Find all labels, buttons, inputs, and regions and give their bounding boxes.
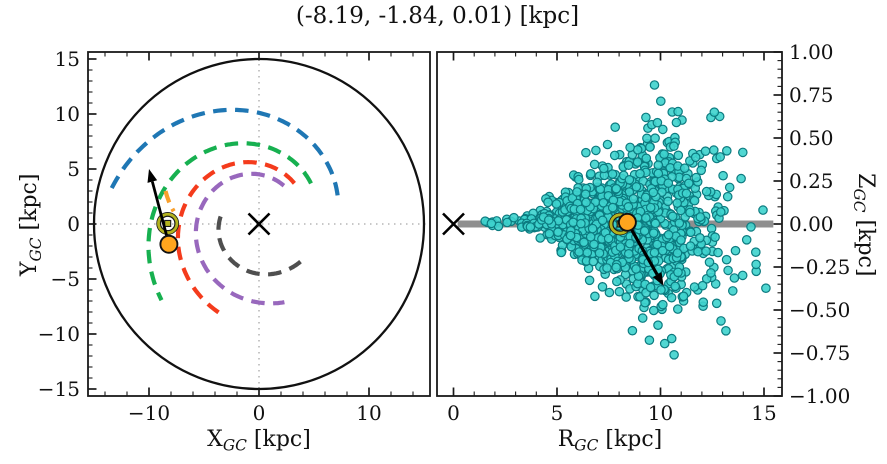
tick-label: −0.50	[789, 298, 850, 322]
tick-label: 0	[447, 401, 460, 425]
rz-panel	[442, 80, 774, 360]
tick-label: −0.75	[789, 341, 850, 365]
local-arm-segment	[163, 190, 176, 213]
tick-label: 0.75	[789, 83, 834, 107]
tick-label: 0.25	[789, 169, 834, 193]
xy-yaxis-label: YGC [kpc]	[17, 173, 45, 277]
rz-yaxis-label: ZGC [kpc]	[850, 173, 878, 277]
tick-label: −10	[128, 401, 170, 425]
spiral-arm-outer-blue	[109, 107, 340, 196]
spiral-arm-perseus-green	[146, 141, 313, 302]
spiral-arm-scutum-purple	[193, 171, 286, 306]
xy-xaxis-label: XGC [kpc]	[207, 427, 311, 455]
tick-label: −10	[38, 322, 80, 346]
star-marker	[159, 234, 179, 254]
tick-label: 15	[751, 401, 776, 425]
tick-label: −15	[38, 377, 80, 401]
tick-label: 10	[356, 401, 381, 425]
tick-label: 1.00	[789, 40, 834, 64]
tick-label: 0.50	[789, 126, 834, 150]
tick-label: 15	[55, 47, 80, 71]
tick-label: 5	[551, 401, 564, 425]
tick-label: 5	[67, 157, 80, 181]
xy-panel	[88, 52, 430, 396]
tick-label: 0.00	[789, 212, 834, 236]
tick-label: 0	[253, 401, 266, 425]
spiral-arm-inner-gray	[216, 215, 308, 277]
figure-title: (-8.19, -1.84, 0.01) [kpc]	[295, 3, 580, 29]
spiral-arm-sagcar-red	[175, 159, 296, 316]
tick-label: 10	[648, 401, 673, 425]
star-marker	[617, 212, 637, 232]
rz-xaxis-label: RGC [kpc]	[557, 427, 663, 455]
tick-label: −0.25	[789, 255, 850, 279]
tick-label: 0	[67, 212, 80, 236]
tick-label: −5	[51, 267, 80, 291]
tick-label: −1.00	[789, 384, 850, 408]
tick-label: 10	[55, 102, 80, 126]
